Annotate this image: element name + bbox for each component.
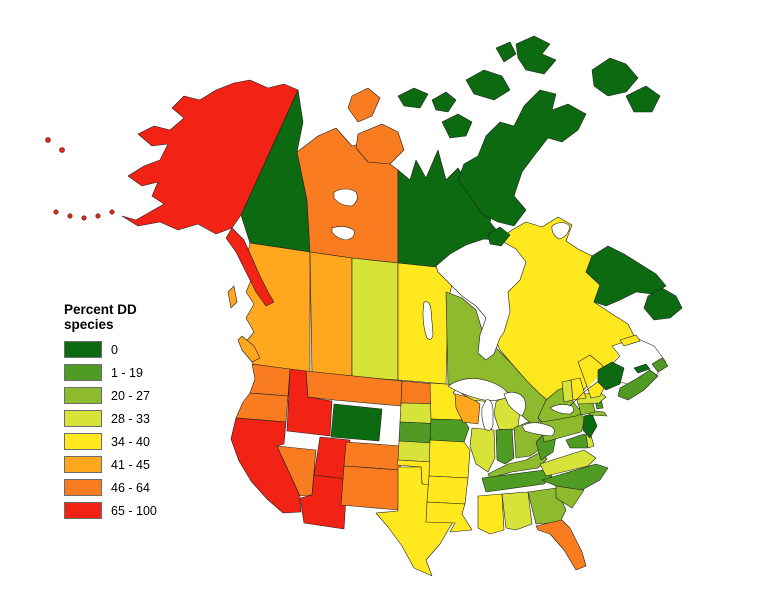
region-wyoming <box>330 403 383 442</box>
legend-label: 20 - 27 <box>111 388 150 403</box>
region-prince-edward-island <box>633 363 651 374</box>
legend-label: 34 - 40 <box>111 434 150 449</box>
region-louisiana <box>425 501 473 533</box>
region-oregon <box>235 392 289 423</box>
region-north-carolina <box>541 463 609 491</box>
region-anticosti-island <box>619 334 641 347</box>
legend-swatch-41-45 <box>64 456 102 473</box>
legend-item: 46 - 64 <box>64 479 157 496</box>
legend-item: 34 - 40 <box>64 433 157 450</box>
region-montana <box>305 370 403 407</box>
region-aleutian-island <box>81 215 87 221</box>
region-saskatchewan <box>351 257 399 381</box>
region-axel-heiberg-island <box>495 41 517 63</box>
region-aleutian-island <box>95 213 101 219</box>
map-legend: Percent DD species 0 1 - 19 20 - 27 28 -… <box>64 302 157 525</box>
region-somerset-island <box>441 113 473 139</box>
legend-label: 1 - 19 <box>111 365 143 380</box>
legend-item: 41 - 45 <box>64 456 157 473</box>
region-bering-island <box>59 147 65 153</box>
region-victoria-island <box>355 123 405 165</box>
region-alaska-panhandle <box>225 227 275 307</box>
lake-michigan <box>481 399 494 431</box>
region-ellesmere-island <box>515 35 557 75</box>
region-nova-scotia <box>617 369 659 401</box>
region-aleutian-island <box>67 213 73 219</box>
region-aleutian-island <box>53 209 59 215</box>
lake-huron <box>503 391 526 417</box>
legend-swatch-46-64 <box>64 479 102 496</box>
region-arkansas <box>426 475 469 505</box>
region-aleutian-island <box>109 209 115 215</box>
region-washington <box>249 363 291 397</box>
legend-label: 46 - 64 <box>111 480 150 495</box>
region-bathurst-island <box>431 91 457 113</box>
region-bylot-island <box>591 57 639 97</box>
legend-swatch-1-19 <box>64 364 102 381</box>
legend-label: 65 - 100 <box>111 503 157 518</box>
legend-swatch-65-100 <box>64 502 102 519</box>
region-arctic-ne-island <box>625 85 661 113</box>
region-labrador <box>585 245 667 307</box>
region-alberta <box>309 251 353 378</box>
legend-title-line2: species <box>64 317 114 332</box>
region-iowa <box>429 418 470 443</box>
legend-swatch-0 <box>64 341 102 358</box>
legend-item: 1 - 19 <box>64 364 157 381</box>
region-cape-breton <box>651 357 669 373</box>
region-devon-island <box>465 69 511 101</box>
legend-item: 0 <box>64 341 157 358</box>
region-haida-gwaii <box>227 285 238 309</box>
legend-item: 28 - 33 <box>64 410 157 427</box>
great-bear-lake <box>333 188 358 207</box>
ungava-bay <box>551 222 571 240</box>
region-melville-island <box>397 87 429 109</box>
legend-label: 41 - 45 <box>111 457 150 472</box>
lake-erie <box>521 422 555 437</box>
lake-winnipeg <box>422 301 434 340</box>
legend-swatch-20-27 <box>64 387 102 404</box>
region-colorado <box>343 441 403 471</box>
region-missouri <box>428 439 471 479</box>
region-florida <box>535 519 587 571</box>
legend-label: 28 - 33 <box>111 411 150 426</box>
region-new-mexico <box>340 465 401 511</box>
region-bering-island <box>45 137 51 143</box>
region-mississippi <box>477 493 505 535</box>
region-newfoundland <box>643 287 683 321</box>
region-new-hampshire <box>570 377 587 401</box>
region-southampton-island <box>487 226 511 247</box>
legend-title: Percent DD species <box>64 302 157 332</box>
region-new-jersey <box>582 413 598 439</box>
region-baffin-island <box>457 89 587 227</box>
region-illinois <box>469 427 496 473</box>
region-alaska <box>121 79 299 235</box>
region-new-brunswick <box>597 361 625 391</box>
region-indiana <box>495 428 515 465</box>
legend-title-line1: Percent DD <box>64 302 137 317</box>
legend-swatch-34-40 <box>64 433 102 450</box>
legend-item: 65 - 100 <box>64 502 157 519</box>
region-california <box>230 417 302 514</box>
region-banks-island <box>347 87 381 123</box>
great-slave-lake <box>331 226 355 241</box>
region-alabama <box>501 491 533 531</box>
lake-ontario <box>549 404 574 415</box>
region-vancouver-island <box>237 335 261 363</box>
legend-swatch-28-33 <box>64 410 102 427</box>
region-virginia <box>539 449 597 477</box>
legend-label: 0 <box>111 342 118 357</box>
legend-item: 20 - 27 <box>64 387 157 404</box>
